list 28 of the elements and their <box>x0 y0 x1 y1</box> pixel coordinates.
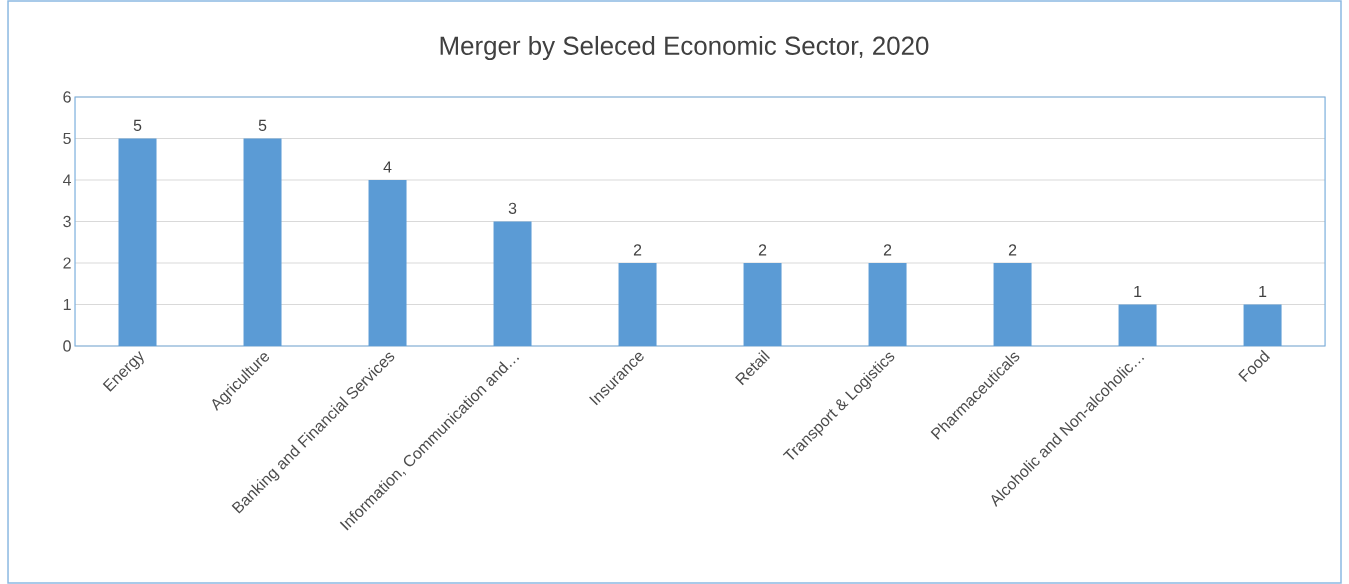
data-label: 3 <box>508 202 517 214</box>
chart-title: Merger by Seleced Economic Sector, 2020 <box>440 35 929 61</box>
bar <box>743 262 782 346</box>
bar <box>868 262 907 346</box>
bar <box>368 179 407 346</box>
data-label: 1 <box>1259 286 1267 297</box>
bar <box>118 138 157 346</box>
data-label: 1 <box>1134 286 1142 297</box>
bar <box>993 262 1032 346</box>
bar <box>1243 304 1282 346</box>
data-label: 4 <box>383 161 392 173</box>
data-label: 2 <box>633 244 642 256</box>
data-label: 5 <box>258 119 267 131</box>
bar <box>243 138 282 346</box>
y-tick-label: 1 <box>63 299 71 310</box>
y-tick-label: 6 <box>63 91 71 103</box>
data-label: 2 <box>1008 244 1017 256</box>
y-tick-label: 2 <box>63 257 71 269</box>
data-label: 2 <box>758 244 767 256</box>
bar <box>493 221 532 346</box>
bar <box>1118 304 1157 346</box>
y-tick-label: 0 <box>63 340 71 352</box>
y-tick-label: 4 <box>62 174 72 186</box>
data-label: 2 <box>883 244 892 256</box>
y-tick-label: 3 <box>63 215 71 228</box>
y-tick-label: 5 <box>63 132 71 145</box>
data-label: 5 <box>133 119 142 131</box>
bar <box>618 262 657 346</box>
